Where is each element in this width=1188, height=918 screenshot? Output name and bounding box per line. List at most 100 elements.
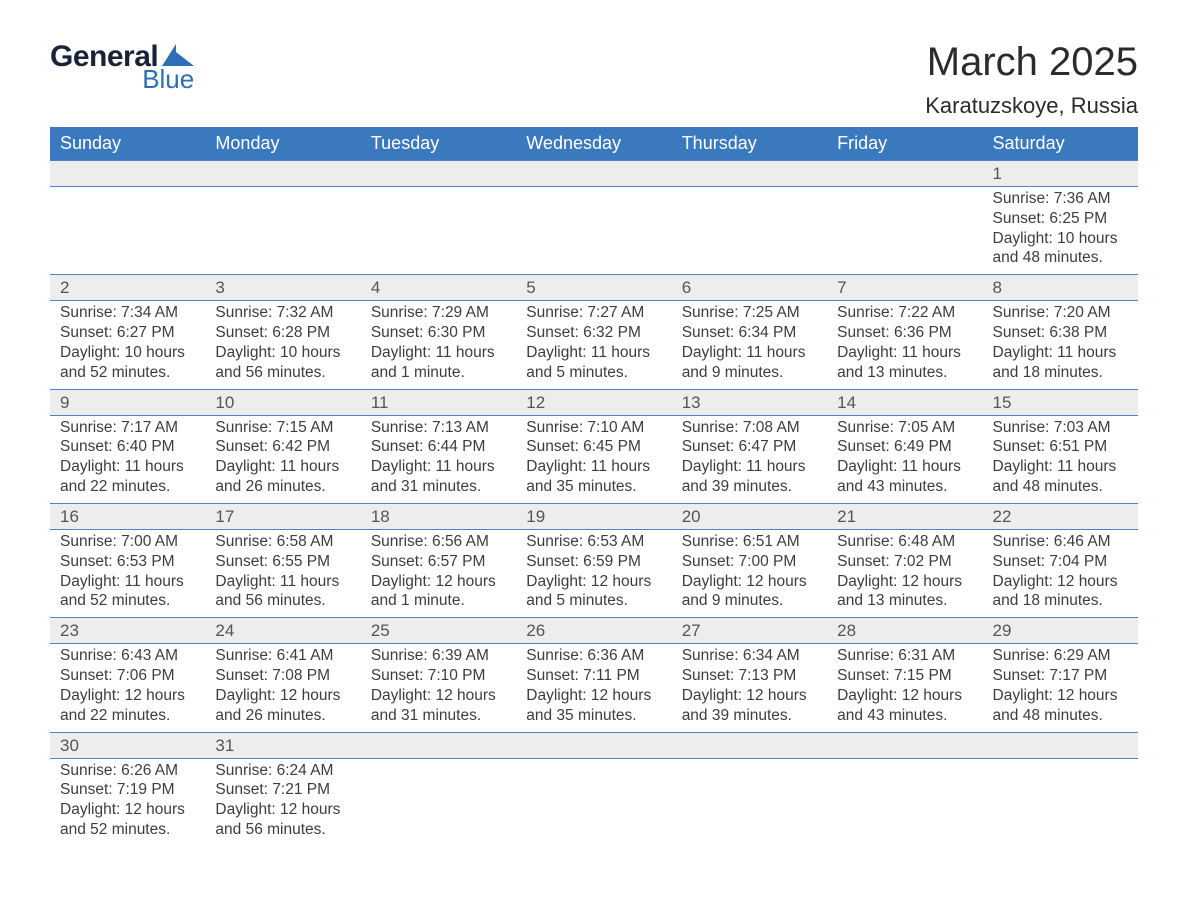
day-sr: Sunrise: 7:00 AM — [60, 532, 195, 552]
day-dl1: Daylight: 10 hours — [215, 343, 350, 363]
logo: General Blue — [50, 40, 194, 95]
day-dl1: Daylight: 11 hours — [993, 457, 1128, 477]
day-dl1: Daylight: 12 hours — [215, 686, 350, 706]
day-content-cell: Sunrise: 6:53 AMSunset: 6:59 PMDaylight:… — [516, 529, 671, 617]
day-ss: Sunset: 7:13 PM — [682, 666, 817, 686]
day-dl2: and 43 minutes. — [837, 706, 972, 726]
day-content-cell: Sunrise: 7:34 AMSunset: 6:27 PMDaylight:… — [50, 301, 205, 389]
day-dl1: Daylight: 11 hours — [837, 343, 972, 363]
day-dl2: and 1 minute. — [371, 363, 506, 383]
day-content-cell: Sunrise: 7:05 AMSunset: 6:49 PMDaylight:… — [827, 415, 982, 503]
content-row: Sunrise: 7:00 AMSunset: 6:53 PMDaylight:… — [50, 529, 1138, 617]
col-monday: Monday — [205, 127, 360, 161]
content-row: Sunrise: 6:26 AMSunset: 7:19 PMDaylight:… — [50, 758, 1138, 846]
day-content-cell: Sunrise: 7:15 AMSunset: 6:42 PMDaylight:… — [205, 415, 360, 503]
day-content-cell: Sunrise: 7:29 AMSunset: 6:30 PMDaylight:… — [361, 301, 516, 389]
day-dl2: and 39 minutes. — [682, 706, 817, 726]
day-ss: Sunset: 6:27 PM — [60, 323, 195, 343]
day-content-cell: Sunrise: 7:27 AMSunset: 6:32 PMDaylight:… — [516, 301, 671, 389]
day-ss: Sunset: 6:47 PM — [682, 437, 817, 457]
day-dl2: and 52 minutes. — [60, 591, 195, 611]
day-dl2: and 43 minutes. — [837, 477, 972, 497]
day-ss: Sunset: 6:40 PM — [60, 437, 195, 457]
day-content-cell: Sunrise: 6:58 AMSunset: 6:55 PMDaylight:… — [205, 529, 360, 617]
day-number: 4 — [371, 278, 380, 297]
day-number: 15 — [993, 393, 1012, 412]
col-sunday: Sunday — [50, 127, 205, 161]
day-ss: Sunset: 7:08 PM — [215, 666, 350, 686]
day-content-cell: Sunrise: 6:39 AMSunset: 7:10 PMDaylight:… — [361, 644, 516, 732]
day-number-cell — [361, 732, 516, 758]
day-number: 16 — [60, 507, 79, 526]
day-number: 24 — [215, 621, 234, 640]
day-content-cell: Sunrise: 7:13 AMSunset: 6:44 PMDaylight:… — [361, 415, 516, 503]
day-number-cell — [827, 732, 982, 758]
day-dl2: and 9 minutes. — [682, 591, 817, 611]
day-number: 14 — [837, 393, 856, 412]
col-saturday: Saturday — [983, 127, 1138, 161]
day-number: 17 — [215, 507, 234, 526]
day-content-cell: Sunrise: 7:00 AMSunset: 6:53 PMDaylight:… — [50, 529, 205, 617]
day-dl2: and 22 minutes. — [60, 706, 195, 726]
day-ss: Sunset: 7:19 PM — [60, 780, 195, 800]
day-dl2: and 56 minutes. — [215, 363, 350, 383]
day-number-cell: 15 — [983, 389, 1138, 415]
day-dl1: Daylight: 12 hours — [682, 572, 817, 592]
day-dl1: Daylight: 11 hours — [993, 343, 1128, 363]
day-ss: Sunset: 7:06 PM — [60, 666, 195, 686]
daynum-row: 1 — [50, 161, 1138, 187]
day-number-cell: 11 — [361, 389, 516, 415]
day-number-cell: 23 — [50, 618, 205, 644]
day-number-cell: 28 — [827, 618, 982, 644]
day-content-cell: Sunrise: 7:10 AMSunset: 6:45 PMDaylight:… — [516, 415, 671, 503]
day-number: 20 — [682, 507, 701, 526]
day-dl1: Daylight: 12 hours — [60, 686, 195, 706]
day-content-cell — [827, 187, 982, 275]
day-dl2: and 31 minutes. — [371, 477, 506, 497]
day-dl2: and 22 minutes. — [60, 477, 195, 497]
day-dl1: Daylight: 11 hours — [60, 572, 195, 592]
day-dl1: Daylight: 11 hours — [215, 457, 350, 477]
day-content-cell — [50, 187, 205, 275]
day-sr: Sunrise: 6:56 AM — [371, 532, 506, 552]
day-number: 2 — [60, 278, 69, 297]
day-dl1: Daylight: 12 hours — [837, 572, 972, 592]
day-dl2: and 13 minutes. — [837, 363, 972, 383]
day-number: 9 — [60, 393, 69, 412]
day-number-cell — [516, 161, 671, 187]
day-sr: Sunrise: 6:43 AM — [60, 646, 195, 666]
day-sr: Sunrise: 6:58 AM — [215, 532, 350, 552]
day-content-cell: Sunrise: 6:43 AMSunset: 7:06 PMDaylight:… — [50, 644, 205, 732]
calendar-body: 1 Sunrise: 7:36 AMSunset: 6:25 PMDayligh… — [50, 161, 1138, 846]
day-ss: Sunset: 7:15 PM — [837, 666, 972, 686]
day-dl1: Daylight: 11 hours — [371, 457, 506, 477]
day-dl2: and 5 minutes. — [526, 363, 661, 383]
day-number-cell: 27 — [672, 618, 827, 644]
day-number-cell: 16 — [50, 503, 205, 529]
day-sr: Sunrise: 6:46 AM — [993, 532, 1128, 552]
day-content-cell — [516, 758, 671, 846]
day-number: 19 — [526, 507, 545, 526]
day-ss: Sunset: 6:49 PM — [837, 437, 972, 457]
day-content-cell: Sunrise: 6:41 AMSunset: 7:08 PMDaylight:… — [205, 644, 360, 732]
content-row: Sunrise: 6:43 AMSunset: 7:06 PMDaylight:… — [50, 644, 1138, 732]
day-number-cell: 18 — [361, 503, 516, 529]
day-content-cell: Sunrise: 6:48 AMSunset: 7:02 PMDaylight:… — [827, 529, 982, 617]
day-number-cell — [983, 732, 1138, 758]
day-ss: Sunset: 6:42 PM — [215, 437, 350, 457]
day-content-cell: Sunrise: 6:56 AMSunset: 6:57 PMDaylight:… — [361, 529, 516, 617]
day-dl1: Daylight: 12 hours — [682, 686, 817, 706]
day-number-cell: 17 — [205, 503, 360, 529]
day-dl1: Daylight: 12 hours — [526, 686, 661, 706]
day-content-cell: Sunrise: 6:24 AMSunset: 7:21 PMDaylight:… — [205, 758, 360, 846]
day-number-cell: 6 — [672, 275, 827, 301]
day-number: 27 — [682, 621, 701, 640]
day-content-cell: Sunrise: 7:36 AMSunset: 6:25 PMDaylight:… — [983, 187, 1138, 275]
day-dl1: Daylight: 11 hours — [526, 457, 661, 477]
day-number-cell — [672, 161, 827, 187]
day-number-cell: 29 — [983, 618, 1138, 644]
day-sr: Sunrise: 7:03 AM — [993, 418, 1128, 438]
day-number: 23 — [60, 621, 79, 640]
day-number: 29 — [993, 621, 1012, 640]
day-number: 18 — [371, 507, 390, 526]
